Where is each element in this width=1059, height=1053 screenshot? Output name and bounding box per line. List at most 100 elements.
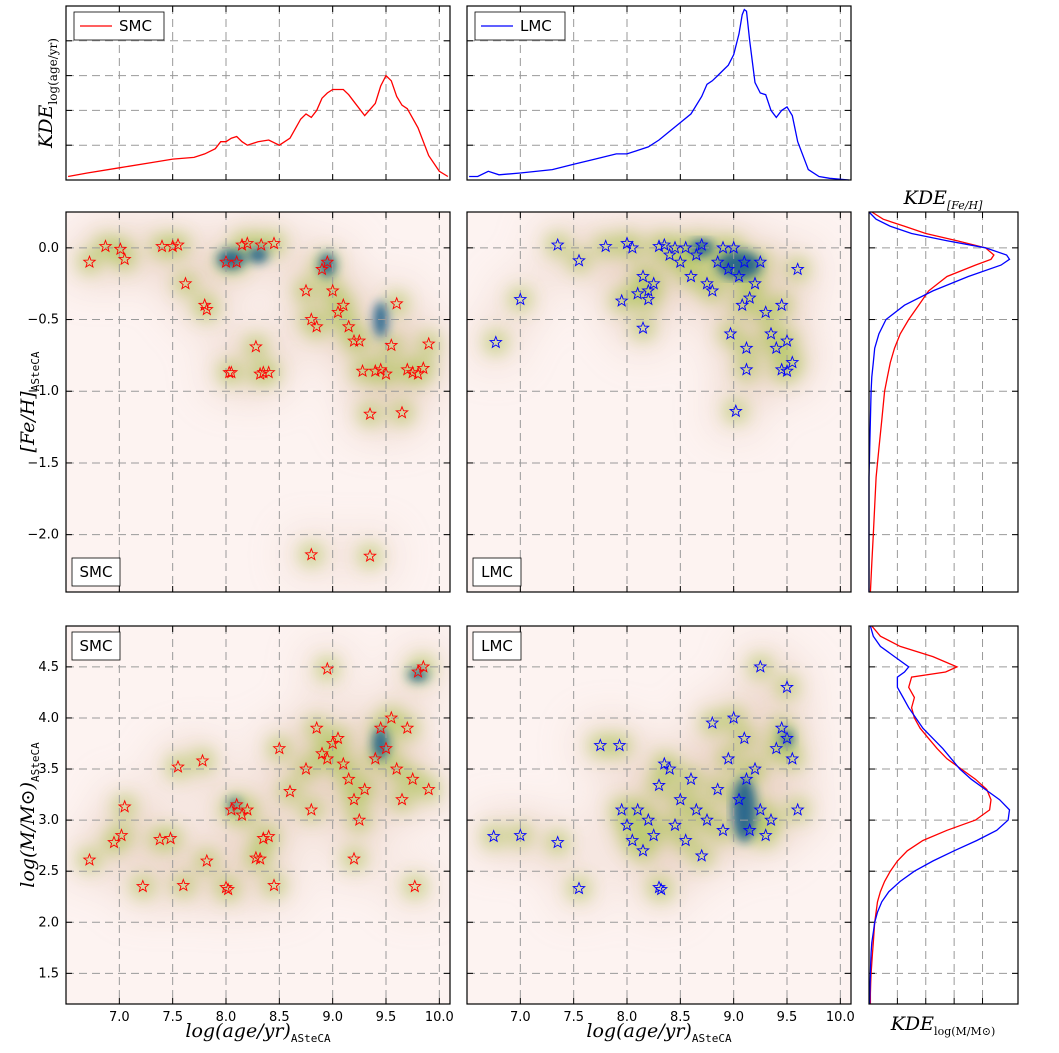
density-mid-point: [402, 769, 423, 790]
panel-frame: [65, 211, 451, 593]
data-point-star: [673, 792, 688, 806]
data-point-star: [735, 297, 750, 312]
density-mid-point: [392, 789, 412, 810]
y-axis-label-kde-age: KDElog(age/yr): [35, 38, 60, 149]
data-point-star: [689, 802, 704, 816]
density-mid-point: [333, 295, 354, 316]
data-point-star: [320, 254, 335, 269]
tick-label-y: 2.0: [38, 915, 59, 930]
data-point-star: [764, 812, 778, 827]
annotation-box: [71, 631, 121, 661]
annotation-box: [71, 557, 121, 587]
density-mid-point: [79, 252, 100, 273]
data-point-star: [598, 239, 613, 253]
data-point-star: [416, 659, 431, 673]
data-point-star: [641, 812, 656, 827]
data-point-star: [790, 262, 805, 276]
x-axis-label-age-lmc: log(age/yr)ASteCA: [586, 1020, 732, 1045]
kde-vertical-panel-kde-mass: [869, 625, 1018, 1005]
density-mid-point: [787, 259, 808, 280]
tick-label-x: 9.5: [376, 1010, 397, 1025]
data-point-star: [753, 254, 768, 269]
data-point-star: [117, 799, 132, 813]
kde-curve-smc: [869, 211, 995, 593]
data-point-star: [283, 784, 297, 798]
data-point-star: [753, 802, 768, 816]
data-point-star: [790, 802, 805, 816]
panel-frame: [466, 5, 852, 181]
data-point-star: [668, 817, 682, 832]
density-mid-point: [306, 718, 327, 739]
data-point-star: [407, 879, 422, 893]
density-mid-point: [245, 336, 266, 357]
data-point-star: [737, 254, 752, 269]
data-point-star: [739, 340, 754, 355]
data-point-star: [331, 731, 345, 745]
density-mid-point: [755, 302, 776, 323]
density-mid-point: [638, 280, 659, 301]
data-point-star: [654, 882, 668, 896]
data-point-star: [739, 771, 754, 786]
data-point-star: [176, 878, 191, 892]
density-mid-point: [354, 779, 375, 800]
data-point-star: [652, 880, 666, 894]
data-point-star: [737, 731, 752, 745]
data-point-star: [716, 823, 730, 837]
data-point-star: [117, 251, 132, 266]
annotation-box: [472, 557, 522, 587]
data-point-star: [742, 822, 757, 837]
tick-label-x: 7.5: [162, 1010, 183, 1025]
data-point-star: [612, 738, 627, 752]
data-point-star: [780, 680, 794, 694]
data-point-star: [641, 283, 656, 297]
data-point-star: [416, 360, 431, 375]
data-point-star: [107, 835, 121, 849]
data-point-star: [721, 262, 736, 276]
data-point-star: [732, 269, 746, 283]
data-point-star: [195, 753, 210, 767]
density-mid-point: [237, 799, 258, 820]
density-background: [66, 626, 450, 1004]
density-mid-point: [510, 289, 531, 310]
density-mid-point: [132, 876, 153, 897]
data-point-star: [732, 792, 746, 806]
data-point-star: [785, 751, 800, 765]
data-point-star: [299, 283, 313, 297]
data-point-star: [199, 853, 214, 867]
density-mid-point: [386, 293, 407, 314]
density-mid-point: [638, 810, 659, 831]
data-point-star: [400, 362, 415, 376]
data-point-star: [646, 828, 661, 842]
data-point-star: [723, 326, 738, 340]
data-point-star: [411, 366, 425, 380]
data-point-star: [636, 320, 650, 335]
data-point-star: [593, 738, 608, 752]
data-point-star: [299, 761, 313, 775]
data-point-star: [572, 253, 586, 267]
kde-vertical-panel-kde-feh: [868, 211, 1018, 593]
data-point-star: [389, 761, 404, 775]
data-point-star: [400, 720, 415, 735]
data-point-star: [336, 297, 351, 312]
data-point-star: [753, 659, 768, 673]
data-point-star: [748, 761, 762, 775]
tick-label-x: 7.5: [563, 1010, 584, 1025]
data-point-star: [785, 355, 800, 369]
data-point-star: [384, 338, 399, 352]
density-mid-point: [381, 335, 402, 356]
data-point-star: [625, 833, 640, 847]
scatter-panel-mass-lmc: 7.0 7.5 8.0 8.5 9.0 9.5 10.0 LMC: [467, 626, 855, 1025]
y-axis-label-feh: [Fe/H]ASteCA: [17, 351, 42, 452]
legend-label: LMC: [520, 17, 552, 35]
data-point-star: [240, 802, 255, 816]
kde-age-panel-smc: SMC: [66, 6, 450, 180]
data-point-star: [253, 851, 268, 865]
density-mid-point: [280, 781, 300, 802]
density-mid-point: [633, 840, 653, 861]
data-point-star: [662, 761, 677, 775]
data-point-star: [347, 792, 361, 806]
density-mid-point: [483, 826, 504, 847]
kde-curve-smc: [67, 74, 449, 178]
data-point-star: [363, 548, 377, 563]
